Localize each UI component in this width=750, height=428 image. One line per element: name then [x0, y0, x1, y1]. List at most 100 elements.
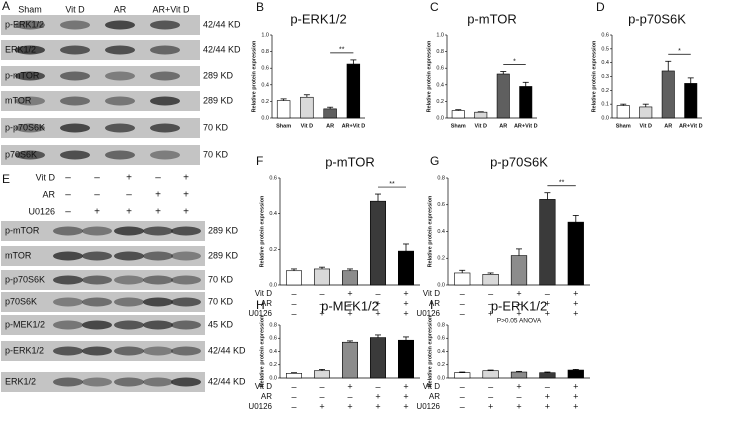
blot-protein-label: p70S6K: [5, 296, 37, 306]
blot-protein-label: ERK1/2: [5, 376, 36, 386]
blot-band: [105, 150, 135, 160]
y-tick-label: 0.4: [437, 349, 445, 355]
condition-sign: +: [573, 391, 578, 401]
blot-strip: [1, 15, 200, 35]
condition-sign: +: [403, 298, 408, 308]
blot-band: [114, 226, 144, 236]
blot-band: [143, 297, 173, 307]
y-axis-label: Relative protein expression: [591, 40, 597, 112]
chart-title: p-p70S6K: [628, 11, 686, 26]
bar: [313, 370, 330, 379]
condition-label: Vit D: [423, 382, 440, 391]
y-tick-label: 0.6: [437, 202, 445, 208]
y-tick-label: 1.0: [261, 32, 269, 38]
condition-sign: +: [183, 190, 189, 201]
bar: [474, 111, 488, 119]
blot-protein-label: p70S6K: [5, 149, 37, 159]
blot-strip: [1, 66, 200, 86]
blot-band: [114, 275, 144, 285]
y-tick-label: 0.4: [261, 82, 269, 88]
blot-band: [15, 45, 45, 55]
significance-label: **: [559, 180, 565, 187]
bar: [341, 341, 358, 379]
condition-label: U0126: [416, 309, 440, 318]
blot-band: [143, 320, 173, 330]
condition-label: AR: [429, 392, 440, 401]
condition-label: Vit D: [36, 172, 56, 182]
y-tick-label: 0.3: [601, 74, 609, 80]
condition-label: AR: [429, 299, 440, 308]
blot-band: [60, 20, 90, 30]
blot-band: [114, 297, 144, 307]
condition-sign: +: [375, 391, 380, 401]
blot-band: [171, 377, 201, 387]
x-tick-label: AR+Vit D: [514, 123, 538, 129]
bar: [567, 221, 584, 286]
blot-band: [114, 251, 144, 261]
condition-label: Vit D: [255, 289, 272, 298]
blot-band: [143, 377, 173, 387]
condition-sign: –: [126, 190, 132, 201]
condition-sign: –: [460, 391, 465, 401]
condition-sign: +: [183, 207, 189, 218]
blot-size-label: 70 KD: [208, 274, 234, 284]
y-tick-label: 0.8: [437, 322, 445, 328]
bar: [539, 199, 556, 286]
blot-band: [53, 275, 83, 285]
x-tick-label: Vit D: [640, 123, 652, 129]
y-tick-label: 0.0: [269, 375, 277, 381]
blot-band: [150, 20, 180, 30]
condition-sign: +: [403, 288, 408, 298]
condition-label: AR: [42, 189, 55, 199]
panel-label: F: [256, 154, 263, 168]
condition-label: AR: [261, 299, 272, 308]
x-tick-label: Sham: [276, 123, 291, 129]
annotation: P>0.05 ANOVA: [497, 318, 542, 325]
y-tick-label: 0.0: [437, 282, 445, 288]
x-tick-label: AR: [664, 123, 672, 129]
y-tick-label: 0.8: [436, 49, 444, 55]
blot-protein-label: p-mTOR: [5, 70, 40, 80]
y-tick-label: 0.4: [437, 229, 445, 235]
y-tick-label: 0.2: [437, 362, 445, 368]
y-axis-label: Relative protein expression: [259, 195, 265, 267]
y-tick-label: 0.0: [436, 115, 444, 121]
panel-label: G: [430, 154, 439, 168]
condition-sign: +: [155, 207, 161, 218]
bar: [313, 268, 330, 286]
bar: [285, 373, 302, 379]
condition-sign: +: [126, 173, 132, 184]
blot-band: [171, 226, 201, 236]
blot-band: [105, 45, 135, 55]
bar: [300, 96, 314, 119]
condition-sign: +: [516, 288, 521, 298]
condition-sign: –: [155, 173, 161, 184]
condition-sign: –: [291, 308, 296, 318]
bar: [346, 63, 361, 119]
blot-group-label: Vit D: [65, 4, 85, 14]
condition-sign: +: [573, 381, 578, 391]
blot-size-label: 70 KD: [203, 122, 229, 132]
condition-sign: –: [488, 298, 493, 308]
blot-band: [114, 377, 144, 387]
blot-band: [53, 377, 83, 387]
chart-title: p-mTOR: [467, 11, 517, 26]
condition-sign: –: [291, 288, 296, 298]
x-tick-label: AR: [499, 123, 507, 129]
condition-sign: –: [291, 381, 296, 391]
bar: [496, 73, 510, 119]
condition-sign: +: [545, 308, 550, 318]
blot-band: [150, 150, 180, 160]
blot-band: [150, 71, 180, 81]
blot-band: [82, 226, 112, 236]
y-tick-label: 0.0: [601, 115, 609, 121]
blot-protein-label: p-ERK1/2: [5, 19, 44, 29]
condition-sign: –: [319, 298, 324, 308]
blot-band: [15, 96, 45, 106]
y-axis-label: Relative protein expression: [251, 40, 257, 112]
condition-sign: +: [403, 308, 408, 318]
blot-protein-label: p-p70S6K: [5, 122, 45, 132]
blot-band: [53, 346, 83, 356]
blot-protein-label: mTOR: [5, 95, 32, 105]
condition-sign: +: [155, 190, 161, 201]
